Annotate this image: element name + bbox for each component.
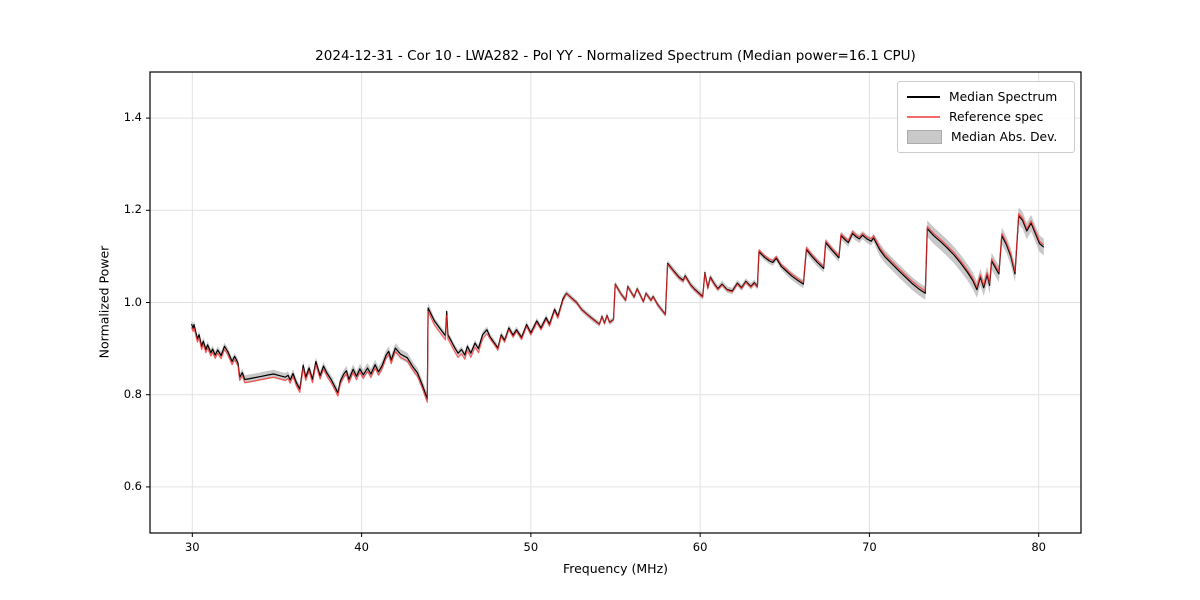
legend: Median Spectrum Reference spec Median Ab… — [897, 81, 1075, 153]
legend-entry-median-spectrum: Median Spectrum — [907, 87, 1065, 107]
legend-entry-median-abs-dev: Median Abs. Dev. — [907, 127, 1065, 147]
x-tick-label: 50 — [523, 540, 539, 554]
x-tick-label: 40 — [354, 540, 369, 554]
x-tick-label: 80 — [1031, 540, 1046, 554]
x-axis-label: Frequency (MHz) — [562, 561, 669, 576]
median-spectrum-line-swatch — [907, 96, 940, 98]
x-tick-label: 30 — [184, 540, 200, 554]
x-tick-label: 60 — [692, 540, 708, 554]
x-tick-label: 70 — [862, 540, 877, 554]
y-tick-label: 0.6 — [123, 478, 142, 493]
y-tick-label: 1.4 — [123, 110, 142, 125]
legend-label: Reference spec — [949, 110, 1044, 124]
chart-title: 2024-12-31 - Cor 10 - LWA282 - Pol YY - … — [315, 48, 916, 64]
median-spectrum-line — [190, 215, 1045, 400]
mad-band — [191, 207, 1044, 404]
y-tick-label: 0.8 — [123, 386, 142, 401]
median-abs-dev-patch-swatch — [907, 130, 942, 144]
y-tick-label: 1.2 — [123, 202, 142, 217]
legend-label: Median Abs. Dev. — [951, 130, 1058, 144]
legend-entry-reference-spec: Reference spec — [907, 107, 1065, 127]
legend-label: Median Spectrum — [949, 90, 1058, 104]
y-tick-label: 1.0 — [123, 294, 142, 309]
reference-spec-line — [190, 212, 1045, 403]
reference-spec-line-swatch — [907, 116, 940, 118]
